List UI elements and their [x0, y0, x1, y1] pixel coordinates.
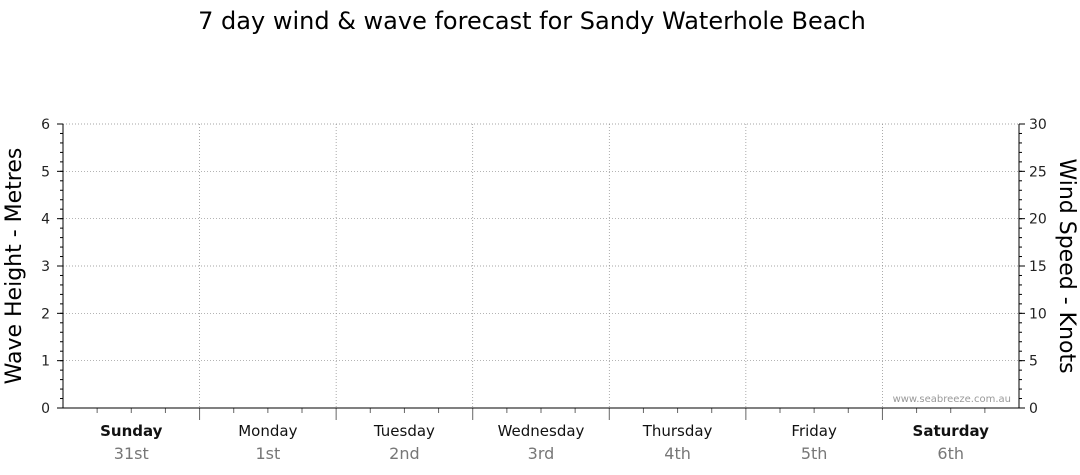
- right-tick-label: 5: [1029, 354, 1038, 370]
- date-label: 31st: [114, 444, 149, 463]
- right-tick-label: 0: [1029, 401, 1038, 417]
- left-tick-label: 6: [41, 117, 50, 133]
- right-axis-ticks: 0 5 10 15 20 25 30: [1019, 117, 1047, 417]
- left-tick-label: 5: [41, 164, 50, 180]
- day-label: Saturday: [913, 422, 990, 440]
- watermark: www.seabreeze.com.au: [893, 394, 1011, 405]
- left-tick-label: 3: [41, 259, 50, 275]
- day-label: Tuesday: [373, 422, 435, 440]
- grid: [63, 123, 1019, 408]
- date-label: 6th: [937, 444, 964, 463]
- right-axis-title: Wind Speed - Knots: [1054, 158, 1079, 373]
- left-axis-ticks: 0 1 2 3 4 5 6: [41, 117, 63, 417]
- day-label: Friday: [791, 422, 837, 440]
- axes: [62, 124, 1020, 420]
- left-axis-title: Wave Height - Metres: [2, 148, 27, 385]
- date-label: 2nd: [389, 444, 419, 463]
- chart-title: 7 day wind & wave forecast for Sandy Wat…: [198, 7, 866, 35]
- date-label: 3rd: [528, 444, 555, 463]
- left-tick-label: 4: [41, 212, 50, 228]
- left-tick-label: 1: [41, 354, 50, 370]
- left-tick-label: 0: [41, 401, 50, 417]
- left-tick-label: 2: [41, 306, 50, 322]
- right-tick-label: 25: [1029, 164, 1047, 180]
- right-tick-label: 15: [1029, 259, 1047, 275]
- date-label: 4th: [664, 444, 691, 463]
- day-label: Monday: [238, 422, 297, 440]
- right-tick-label: 20: [1029, 212, 1047, 228]
- date-label: 1st: [255, 444, 280, 463]
- day-labels: Sunday 31st Monday 1st Tuesday 2nd Wednesday 3r…: [100, 422, 989, 463]
- right-tick-label: 30: [1029, 117, 1047, 133]
- date-label: 5th: [801, 444, 828, 463]
- right-tick-label: 10: [1029, 306, 1047, 322]
- day-label: Sunday: [100, 422, 163, 440]
- day-label: Thursday: [642, 422, 713, 440]
- day-label: Wednesday: [498, 422, 585, 440]
